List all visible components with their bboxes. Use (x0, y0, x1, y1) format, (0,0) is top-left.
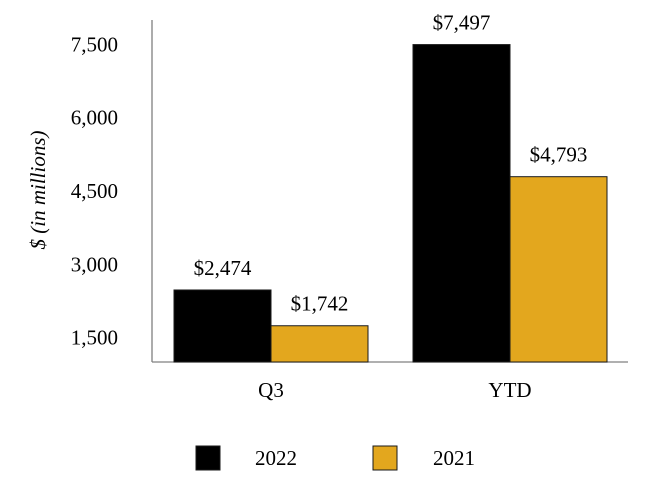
legend-swatch-2021 (372, 445, 398, 471)
x-axis: Q3 YTD (152, 361, 628, 402)
y-axis: 1,500 3,000 4,500 6,000 7,500 (71, 20, 153, 362)
bar-2022-q3 (173, 289, 272, 363)
legend: 2022 2021 (195, 445, 475, 471)
x-category-label: YTD (488, 378, 531, 402)
bar-2021-ytd (509, 176, 608, 363)
legend-label: 2022 (255, 446, 297, 470)
legend-swatch-2022 (195, 445, 221, 471)
y-tick-label: 4,500 (71, 179, 118, 203)
y-tick-label: 3,000 (71, 252, 118, 276)
bars (173, 44, 608, 363)
x-category-labels: Q3 YTD (258, 378, 531, 402)
x-category-label: Q3 (258, 378, 284, 402)
y-axis-title: $ (in millions) (26, 130, 50, 249)
y-tick-label: 6,000 (71, 106, 118, 130)
data-label: $1,742 (291, 292, 349, 316)
data-label: $2,474 (194, 256, 252, 280)
y-tick-label: 1,500 (71, 326, 118, 350)
legend-label: 2021 (433, 446, 475, 470)
data-label: $7,497 (433, 11, 491, 35)
data-label: $4,793 (530, 143, 588, 167)
data-labels: $2,474 $1,742 $7,497 $4,793 (194, 11, 588, 316)
y-tick-labels: 1,500 3,000 4,500 6,000 7,500 (71, 32, 118, 349)
bar-2021-q3 (270, 325, 369, 363)
y-tick-label: 7,500 (71, 32, 118, 56)
bar-2022-ytd (412, 44, 511, 363)
